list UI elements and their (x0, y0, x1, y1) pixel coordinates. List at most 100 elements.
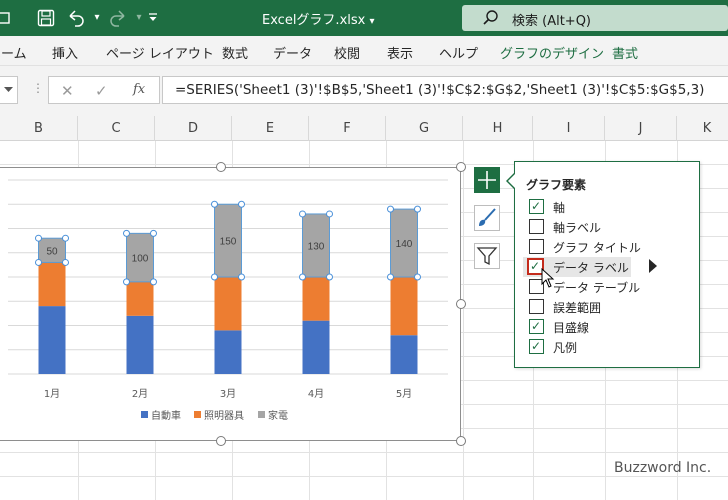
gridlines-checkbox[interactable]: ✓ (529, 319, 544, 334)
formula-buttons: ✕ ✓ fx (48, 76, 160, 104)
column-header-i[interactable]: I (533, 116, 605, 141)
column-header-b[interactable]: B (0, 116, 78, 141)
cancel-icon[interactable]: ✕ (61, 82, 74, 100)
column-header-h[interactable]: H (463, 116, 533, 141)
selection-handle (150, 278, 157, 286)
name-box-dropdown-icon[interactable] (4, 87, 13, 93)
chart-element-gridlines[interactable]: ✓ 目盛線 (527, 317, 687, 337)
chart-title-checkbox[interactable] (529, 239, 544, 254)
resize-handle-bottom-right[interactable] (456, 436, 466, 446)
selection-handle (238, 200, 245, 208)
redo-icon[interactable] (108, 9, 128, 27)
ribbon-tabs: ホーム 挿入 ページ レイアウト 数式 データ 校閲 表示 ヘルプ グラフのデザ… (0, 36, 728, 66)
column-header-e[interactable]: E (232, 116, 309, 141)
tab-format[interactable]: 書式 (612, 47, 639, 62)
quick-access-overflow-icon[interactable] (0, 10, 12, 26)
chart-elements-title: グラフ要素 (526, 178, 587, 192)
redo-dropdown-caret[interactable]: ▾ (136, 12, 142, 23)
error-bars-checkbox[interactable] (529, 299, 544, 314)
stacked-column-chart[interactable]: 05000500050005000501月1002月1503月1304月1405… (0, 167, 461, 441)
selection-handle (326, 273, 333, 281)
name-box[interactable] (0, 76, 18, 104)
axis-titles-checkbox[interactable] (529, 219, 544, 234)
undo-icon[interactable] (66, 9, 86, 27)
chart-element-data-labels[interactable]: ✓ データ ラベル (523, 257, 631, 277)
chart-area[interactable]: 05000500050005000501月1002月1503月1304月1405… (0, 167, 461, 441)
chart-element-data-table[interactable]: データ テーブル (527, 277, 687, 297)
legend-checkbox[interactable]: ✓ (529, 339, 544, 354)
undo-dropdown-caret[interactable]: ▾ (94, 12, 100, 23)
chart-filters-button[interactable] (474, 243, 500, 269)
tab-page-layout[interactable]: ページ レイアウト (106, 47, 214, 62)
tab-view[interactable]: 表示 (387, 47, 414, 62)
chart-element-axes[interactable]: ✓ 軸 (527, 197, 687, 217)
column-header-c[interactable]: C (78, 116, 155, 141)
selection-handle (387, 205, 394, 213)
formula-bar-splitter-icon[interactable]: ⋮ (32, 81, 44, 95)
resize-handle-top[interactable] (216, 162, 226, 172)
selection-handle (326, 210, 333, 218)
chart-element-axis-titles[interactable]: 軸ラベル (527, 217, 687, 237)
selection-outline (390, 208, 418, 278)
column-header-g[interactable]: G (386, 116, 463, 141)
check-icon: ✓ (531, 319, 542, 333)
selection-handle (414, 273, 421, 281)
data-labels-checkbox[interactable]: ✓ (527, 258, 544, 275)
grid-line (463, 141, 464, 500)
selection-handle (238, 273, 245, 281)
axes-label: 軸 (553, 201, 566, 215)
search-box[interactable]: 検索 (Alt+Q) (462, 5, 728, 31)
selection-handle (62, 234, 69, 242)
selection-handle (123, 278, 130, 286)
selection-handle (35, 234, 42, 242)
axes-checkbox[interactable]: ✓ (529, 199, 544, 214)
expand-arrow-icon[interactable] (649, 259, 657, 273)
axis-titles-label: 軸ラベル (553, 221, 602, 235)
tab-insert[interactable]: 挿入 (52, 47, 79, 62)
selection-handle (123, 229, 130, 237)
chart-styles-button[interactable] (474, 205, 500, 231)
legend-swatch (141, 411, 148, 418)
chart-element-legend[interactable]: ✓ 凡例 (527, 337, 687, 357)
resize-handle-right[interactable] (456, 299, 466, 309)
chart-element-chart-title[interactable]: グラフ タイトル (527, 237, 687, 257)
selection-handle (299, 273, 306, 281)
resize-handle-top-right[interactable] (456, 162, 466, 172)
legend-label: 自動車 (151, 409, 181, 422)
confirm-icon[interactable]: ✓ (95, 82, 108, 100)
column-header-k[interactable]: K (702, 121, 712, 136)
tab-help[interactable]: ヘルプ (439, 47, 479, 62)
plus-icon (478, 171, 496, 189)
chart-elements-button[interactable] (474, 167, 500, 193)
filter-icon (476, 247, 498, 266)
document-title[interactable]: Excelグラフ.xlsx ▾ (262, 13, 375, 28)
column-header-f[interactable]: F (309, 116, 386, 141)
customize-quick-access-icon[interactable] (147, 12, 159, 24)
search-placeholder: 検索 (Alt+Q) (512, 14, 592, 29)
formula-input[interactable]: =SERIES('Sheet1 (3)'!$B$5,'Sheet1 (3)'!$… (162, 76, 728, 104)
selection-outline (126, 232, 154, 283)
legend-label: 家電 (268, 409, 288, 422)
selection-handle (211, 273, 218, 281)
tab-data[interactable]: データ (273, 47, 313, 62)
resize-handle-bottom[interactable] (216, 436, 226, 446)
tab-review[interactable]: 校閲 (334, 47, 361, 62)
bar-segment (126, 281, 154, 316)
insert-function-icon[interactable]: fx (133, 82, 146, 97)
flyout-pointer-inner (508, 173, 516, 189)
tab-chart-design[interactable]: グラフのデザイン (500, 47, 605, 62)
column-header-j[interactable]: J (605, 116, 677, 141)
x-tick-label: 1月 (44, 388, 60, 400)
column-header-d[interactable]: D (155, 116, 232, 141)
chart-element-error-bars[interactable]: 誤差範囲 (527, 297, 687, 317)
data-table-checkbox[interactable] (529, 279, 544, 294)
formula-bar: ⋮ ✕ ✓ fx =SERIES('Sheet1 (3)'!$B$5,'Shee… (0, 66, 728, 116)
save-icon[interactable] (37, 9, 55, 27)
selection-outline (38, 237, 66, 263)
tab-formulas[interactable]: 数式 (222, 47, 249, 62)
selection-handle (35, 258, 42, 266)
grid-line (0, 452, 728, 453)
bar-segment (38, 238, 66, 263)
bar-segment (38, 262, 66, 307)
tab-home[interactable]: ホーム (0, 47, 27, 62)
